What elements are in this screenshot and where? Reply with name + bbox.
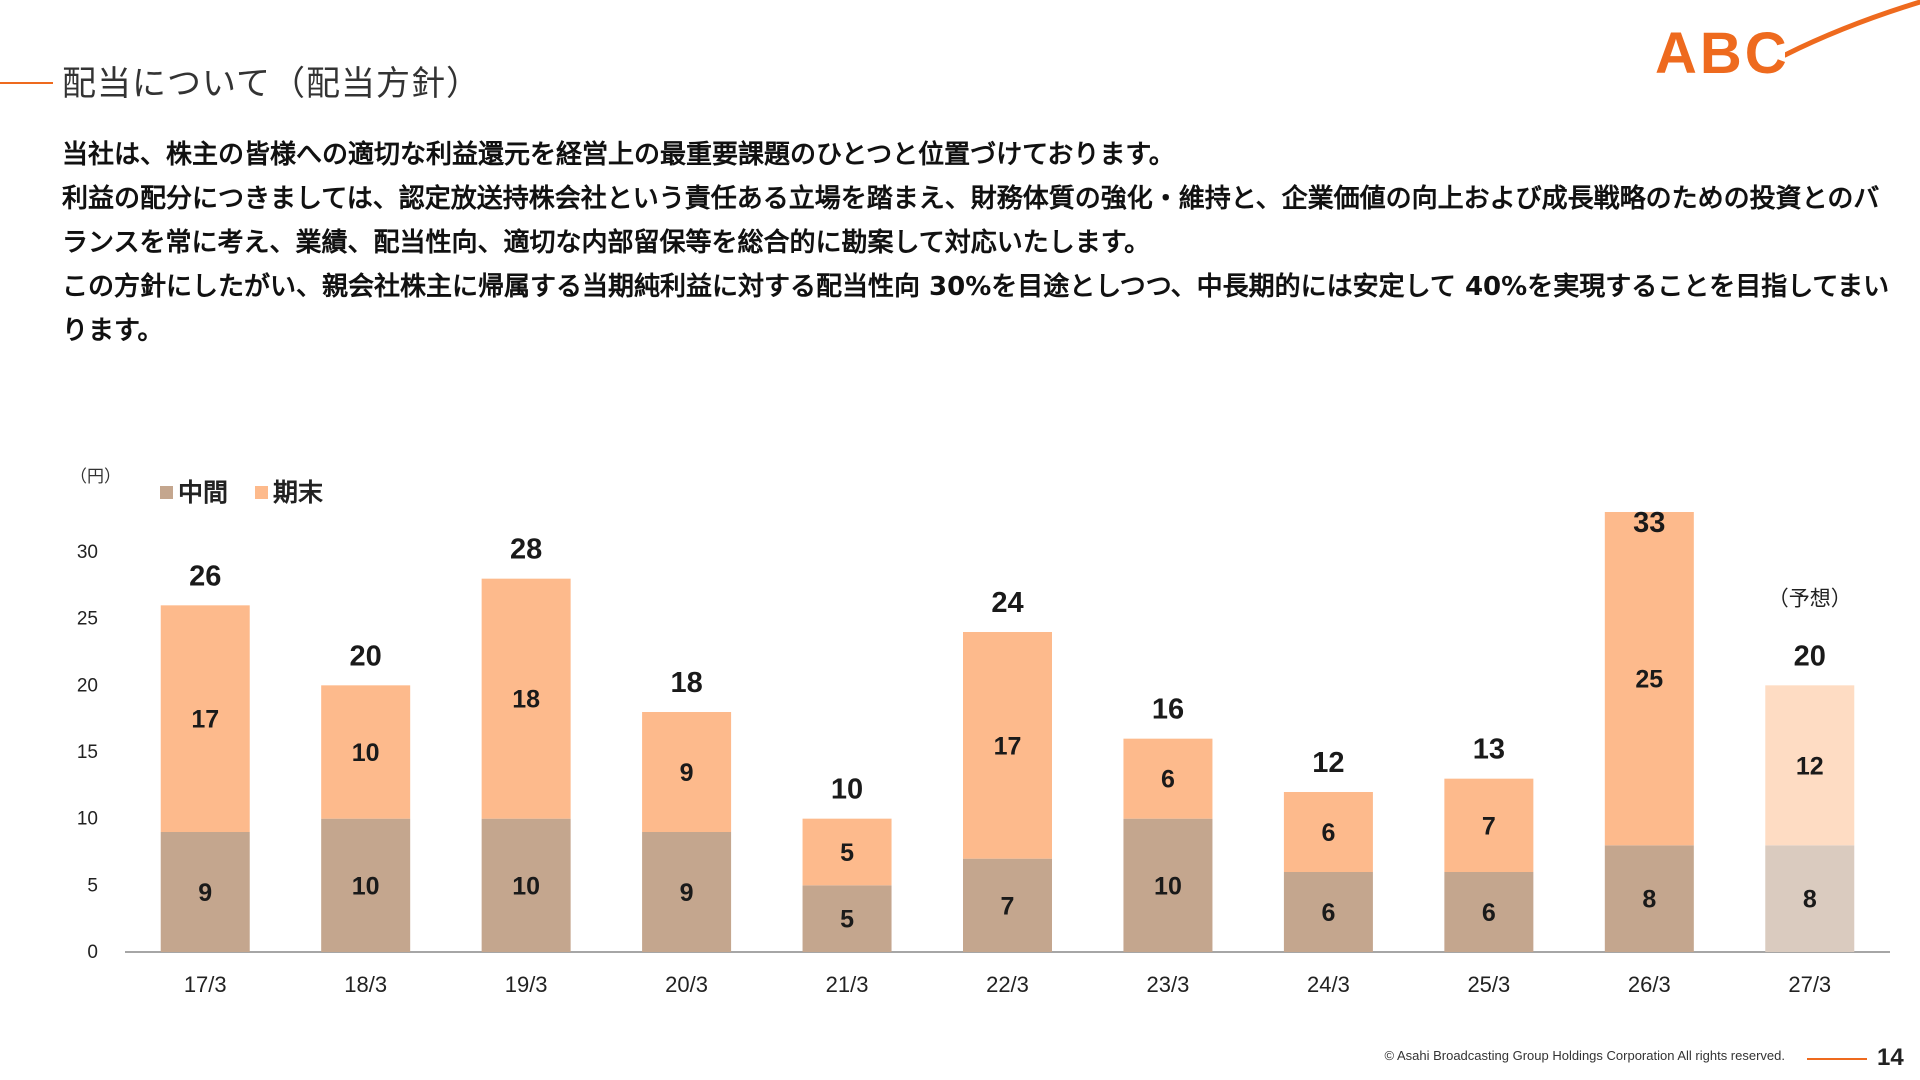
x-tick-label: 22/3: [986, 972, 1029, 997]
bar-segment-1: [802, 818, 892, 886]
policy-paragraph: 利益の配分につきましては、認定放送持株会社という責任ある立場を踏まえ、財務体質の…: [62, 184, 1880, 258]
bar-segment-1: [1283, 792, 1373, 872]
x-tick-label: 24/3: [1307, 972, 1350, 997]
segment-value-label: 8: [1642, 886, 1656, 914]
segment-value-label: 10: [1154, 872, 1182, 900]
x-tick-label: 26/3: [1628, 972, 1671, 997]
segment-value-label: 17: [191, 706, 219, 734]
bar-segment-1: [1123, 738, 1213, 819]
segment-value-label: 18: [512, 686, 540, 714]
company-logo: ABC: [1655, 0, 1920, 90]
x-tick-label: 17/3: [184, 972, 227, 997]
bar-segment-0: [963, 858, 1052, 952]
bar-segment-1: [321, 685, 411, 819]
segment-value-label: 25: [1635, 666, 1663, 694]
bar-segment-0: [160, 832, 250, 952]
bar-segment-1: [1604, 512, 1694, 846]
logo-swoosh-icon: [1785, 0, 1920, 58]
segment-value-label: 12: [1796, 752, 1824, 780]
segment-value-label: 9: [198, 879, 212, 907]
bar-segment-0: [481, 818, 571, 952]
copyright-text: © Asahi Broadcasting Group Holdings Corp…: [1384, 1048, 1785, 1063]
x-tick-label: 18/3: [344, 972, 387, 997]
y-axis-unit-label: （円）: [70, 467, 121, 486]
total-value-label: 18: [670, 667, 702, 699]
page-number: 14: [1877, 1044, 1904, 1071]
segment-value-label: 10: [352, 872, 380, 900]
dividend-policy-text: 当社は、株主の皆様への適切な利益還元を経営上の最重要課題のひとつと位置づけており…: [62, 133, 1892, 353]
bar-segment-0: [1444, 872, 1534, 952]
bar-segment-0: [321, 818, 411, 952]
bar-segment-1: [642, 712, 732, 832]
x-tick-label: 21/3: [826, 972, 869, 997]
segment-value-label: 9: [680, 879, 694, 907]
forecast-label: （予想）: [1768, 587, 1852, 610]
y-tick-label: 25: [77, 609, 98, 630]
bar-segment-0: [1765, 845, 1855, 952]
bar-segment-0: [1123, 818, 1213, 952]
segment-value-label: 7: [1482, 812, 1496, 840]
x-tick-label: 23/3: [1147, 972, 1190, 997]
total-value-label: 28: [510, 534, 542, 566]
total-value-label: 20: [1794, 640, 1826, 672]
x-tick-label: 25/3: [1467, 972, 1510, 997]
x-tick-label: 20/3: [665, 972, 708, 997]
y-tick-label: 20: [77, 675, 98, 696]
segment-value-label: 6: [1161, 766, 1175, 794]
bar-segment-0: [1283, 872, 1373, 952]
total-value-label: 13: [1473, 734, 1505, 766]
bar-segment-1: [1765, 685, 1855, 846]
total-value-label: 26: [189, 560, 221, 592]
legend-swatch-0: [160, 486, 173, 499]
segment-value-label: 5: [840, 839, 854, 867]
total-value-label: 12: [1312, 747, 1344, 779]
legend-label-0: 中間: [178, 479, 228, 507]
footer-accent-line: [1807, 1058, 1867, 1060]
segment-value-label: 8: [1803, 886, 1817, 914]
policy-paragraph: この方針にしたがい、親会社株主に帰属する当期純利益に対する配当性向 30%を目途…: [62, 272, 1890, 346]
segment-value-label: 10: [352, 739, 380, 767]
total-value-label: 16: [1152, 694, 1184, 726]
page-title: 配当について（配当方針）: [62, 64, 481, 104]
bar-segment-1: [963, 632, 1052, 859]
policy-paragraph: 当社は、株主の皆様への適切な利益還元を経営上の最重要課題のひとつと位置づけており…: [62, 140, 1175, 170]
y-tick-label: 10: [77, 809, 98, 830]
segment-value-label: 9: [680, 759, 694, 787]
segment-value-label: 6: [1482, 899, 1496, 927]
y-tick-label: 30: [77, 542, 98, 563]
bar-segment-1: [1444, 778, 1534, 872]
total-value-label: 33: [1633, 507, 1665, 539]
total-value-label: 10: [831, 774, 863, 806]
logo-text: ABC: [1655, 21, 1790, 86]
x-tick-label: 27/3: [1788, 972, 1831, 997]
bar-segment-0: [1604, 845, 1694, 952]
x-tick-label: 19/3: [505, 972, 548, 997]
segment-value-label: 17: [994, 732, 1022, 760]
segment-value-label: 6: [1321, 899, 1335, 927]
bar-segment-0: [802, 885, 892, 952]
segment-value-label: 6: [1321, 819, 1335, 847]
y-tick-label: 0: [87, 942, 98, 963]
segment-value-label: 7: [1001, 892, 1015, 920]
total-value-label: 24: [991, 587, 1023, 619]
bar-segment-1: [160, 605, 250, 832]
bar-segment-1: [481, 578, 571, 819]
legend-swatch-1: [255, 486, 268, 499]
segment-value-label: 5: [840, 906, 854, 934]
legend-label-1: 期末: [273, 479, 323, 507]
bar-segment-0: [642, 832, 732, 952]
y-tick-label: 5: [87, 875, 98, 896]
dividend-chart: （円） 中間 期末 0 5 10 15 20 25 30 9 17 26 17/3 10 10 20 18/3 10…: [70, 467, 1890, 997]
y-tick-label: 15: [77, 742, 98, 763]
total-value-label: 20: [350, 640, 382, 672]
title-accent-line: [0, 82, 53, 84]
segment-value-label: 10: [512, 872, 540, 900]
